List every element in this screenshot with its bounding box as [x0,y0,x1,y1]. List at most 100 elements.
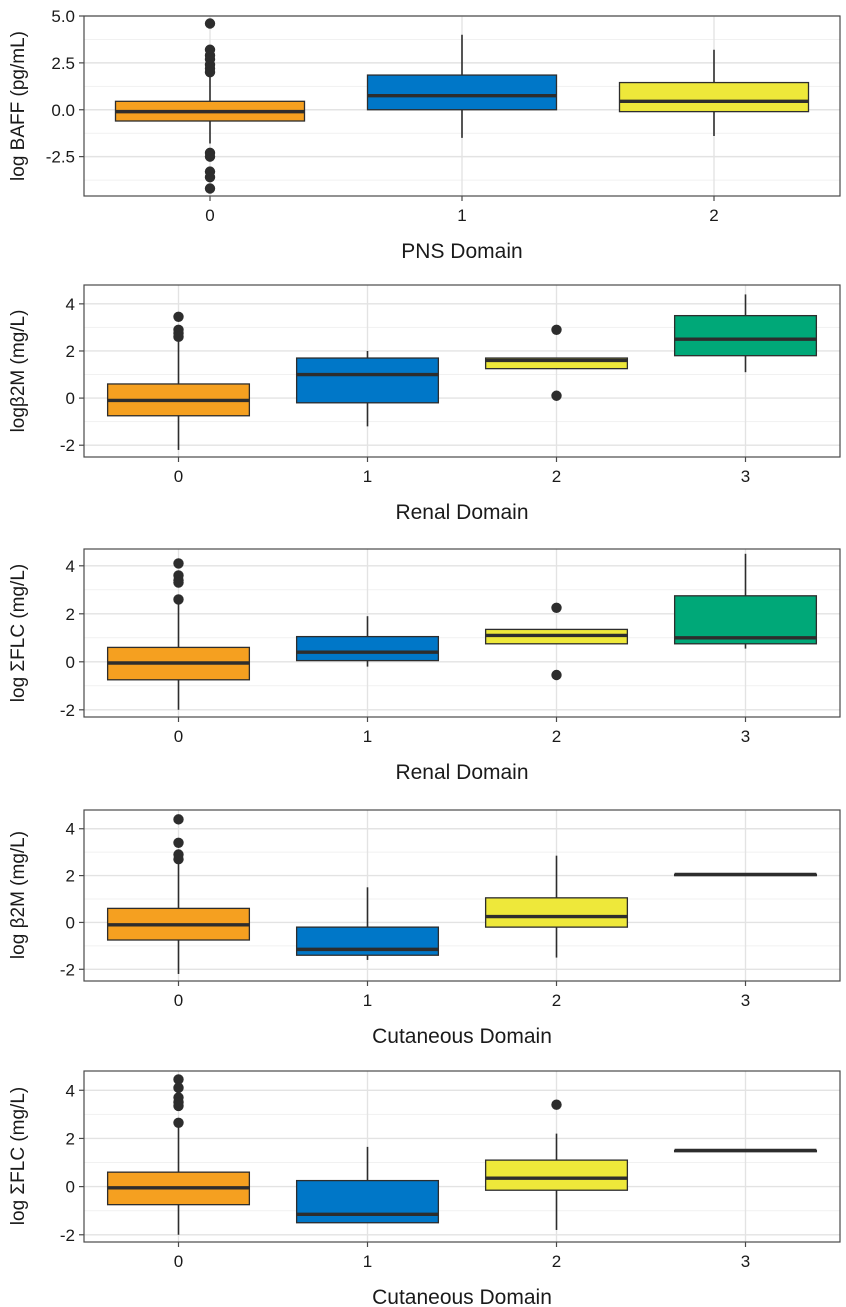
x-tick-label: 3 [741,727,750,746]
outlier-point [551,602,562,613]
x-tick-label: 3 [741,467,750,486]
y-tick-label: 4 [66,1081,75,1100]
y-axis-title: log BAFF (pg/mL) [8,31,29,181]
outlier-point [204,183,216,194]
y-tick-label: 2 [66,342,75,361]
outlier-point [204,172,216,183]
x-tick-label: 0 [205,206,214,225]
outlier-point [173,594,184,605]
box-body [673,314,818,357]
outlier-point [173,1074,184,1085]
box-category-0 [106,814,251,974]
x-tick-label: 3 [741,991,750,1010]
box-category-3 [673,294,818,373]
box-category-2 [484,324,629,401]
outlier-point [204,18,216,29]
y-tick-label: -2.5 [46,148,75,167]
x-tick-label: 2 [552,727,561,746]
x-axis-title: Renal Domain [395,501,528,524]
box-body [295,1179,440,1224]
box-category-0 [106,1074,251,1235]
y-tick-label: 0 [66,389,75,408]
panel-3: -2 0 2 4 0 1 2 3 Renal Domain log ΣFLC (mg/L) [8,548,841,784]
box-category-2 [484,602,629,681]
plot-frame [83,1070,841,1243]
outlier-point [173,814,184,825]
x-axis-title: Renal Domain [395,761,528,784]
x-tick-label: 0 [174,1252,183,1271]
y-tick-label: -2 [60,960,75,979]
outlier-point [551,390,562,401]
box-body [484,357,629,370]
box-category-0 [106,558,251,710]
x-tick-label: 0 [174,467,183,486]
box-category-0 [106,311,251,450]
x-tick-label: 1 [363,1252,372,1271]
box-body [618,81,810,113]
outlier-point [173,331,184,343]
y-tick-label: -2 [60,1226,75,1245]
x-tick-label: 2 [552,991,561,1010]
y-tick-label: -2 [60,436,75,455]
x-tick-label: 2 [552,467,561,486]
y-tick-label: -2 [60,701,75,720]
y-tick-label: 4 [66,295,75,314]
outlier-point [204,151,216,162]
x-tick-label: 0 [174,727,183,746]
outlier-point [173,1100,184,1112]
y-tick-label: 2 [66,1129,75,1148]
x-tick-label: 1 [363,467,372,486]
outlier-point [173,577,184,588]
x-axis-title: Cutaneous Domain [372,1286,552,1307]
y-tick-label: 4 [66,820,75,839]
x-tick-label: 1 [363,727,372,746]
y-axis-title: log ΣFLC (mg/L) [8,1087,29,1225]
plot-frame [83,809,841,982]
outlier-point [173,1082,184,1094]
y-tick-label: 2 [66,605,75,624]
box-body [484,1159,629,1191]
y-axis-title: log ΣFLC (mg/L) [8,564,29,702]
box-body [673,595,818,645]
y-tick-label: 2.5 [51,54,75,73]
box-body [295,635,440,662]
x-axis-title: PNS Domain [401,240,522,263]
box-category-0 [114,18,306,194]
panel-5: -2 0 2 4 0 1 2 3 Cutaneous Domain log ΣFLC (mg/L) [8,1070,841,1307]
outlier-point [173,1117,184,1128]
panel-2: -2 0 2 4 0 1 2 3 Renal Domain logβ2M (mg/L) [8,284,841,524]
box-category-1 [295,887,440,960]
box-body [484,897,629,928]
box-category-1 [295,616,440,667]
plot-frame [83,284,841,458]
y-axis-title: log β2M (mg/L) [8,831,29,959]
outlier-point [173,311,184,323]
y-tick-label: 0 [66,913,75,932]
x-tick-label: 1 [457,206,466,225]
box-category-2 [618,49,810,136]
outlier-point [551,669,562,681]
plot-frame [83,548,841,718]
box-category-1 [366,34,558,138]
outlier-point [173,837,184,848]
outlier-point [204,67,216,78]
outlier-point [551,1099,562,1110]
x-tick-label: 0 [174,991,183,1010]
x-axis-title: Cutaneous Domain [372,1025,552,1048]
box-category-3 [673,1148,818,1153]
box-body [295,357,440,404]
y-tick-label: 0 [66,1178,75,1197]
panel-1: -2.5 0.0 2.5 5.0 0 1 2 PNS Domain log BAFF (pg/m… [8,7,841,263]
outlier-point [173,853,184,865]
y-tick-label: 4 [66,557,75,576]
box-category-3 [673,553,818,649]
y-tick-label: 5.0 [51,7,75,26]
y-tick-label: 0 [66,653,75,672]
x-tick-label: 2 [552,1252,561,1271]
outlier-point [173,558,184,569]
x-tick-label: 3 [741,1252,750,1271]
panel-4: -2 0 2 4 0 1 2 3 Cutaneous Domain log β2M (mg/L) [8,809,841,1048]
y-tick-label: 0.0 [51,101,75,120]
y-axis-title: logβ2M (mg/L) [8,310,29,433]
